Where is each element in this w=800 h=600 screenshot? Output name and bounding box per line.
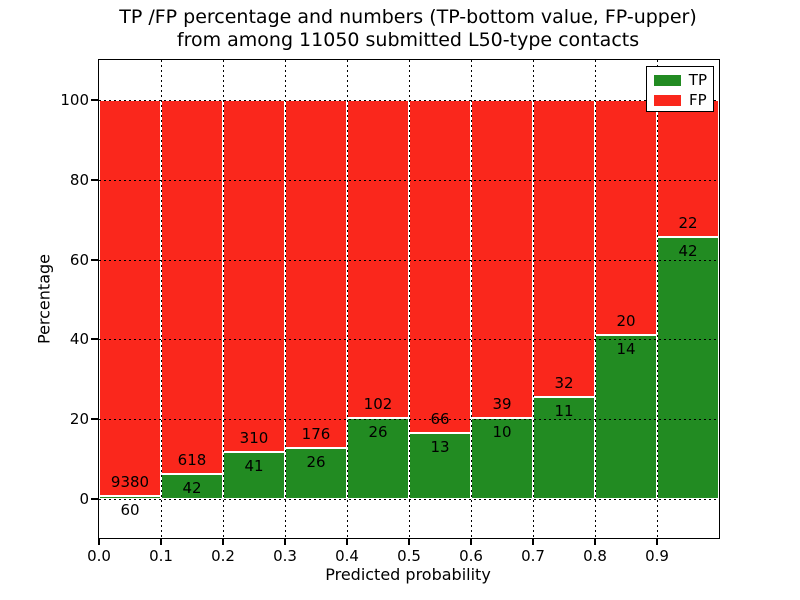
tp-count-label: 42	[678, 242, 698, 261]
bar-fp-segment	[161, 100, 223, 474]
bar-fp-segment	[409, 100, 471, 434]
chart-title-line2: from among 11050 submitted L50-type cont…	[176, 29, 640, 51]
x-tick-mark	[408, 538, 410, 545]
fp-count-label: 310	[239, 429, 269, 448]
y-tick-mark	[90, 178, 98, 181]
y-tick-label: 80	[69, 170, 89, 189]
tp-count-label: 10	[492, 422, 512, 441]
x-tick-label: 0.8	[583, 547, 607, 565]
y-tick-mark	[90, 258, 98, 261]
x-tick-mark	[346, 538, 348, 545]
y-tick-label: 100	[60, 91, 89, 109]
tp-count-label: 41	[244, 457, 264, 476]
x-gridline	[657, 60, 658, 538]
x-gridline	[161, 60, 162, 538]
x-tick-label: 0.0	[87, 547, 111, 565]
bar-fp-segment	[223, 100, 285, 453]
x-tick-mark	[160, 538, 162, 545]
fp-count-label: 176	[301, 424, 331, 443]
x-tick-label: 0.1	[149, 547, 173, 565]
x-gridline	[533, 60, 534, 538]
y-tick-mark	[90, 338, 98, 341]
fp-count-label: 32	[554, 373, 574, 392]
tp-count-label: 11	[554, 401, 574, 420]
bar-fp-segment	[533, 100, 595, 397]
fp-count-label: 66	[430, 410, 450, 429]
y-tick-mark	[90, 99, 98, 101]
fp-count-label: 102	[363, 394, 393, 413]
bar-tp-segment	[533, 396, 595, 499]
x-tick-mark	[594, 538, 596, 545]
bar-tp-segment	[409, 433, 471, 499]
x-tick-label: 0.6	[459, 547, 483, 565]
tp-count-label: 60	[120, 501, 140, 520]
x-tick-label: 0.7	[521, 547, 545, 565]
bar-fp-segment	[347, 100, 409, 418]
y-tick-mark	[90, 418, 98, 421]
x-gridline	[409, 60, 410, 538]
bar-fp-segment	[285, 100, 347, 448]
x-gridline	[347, 60, 348, 538]
x-tick-label: 0.2	[211, 547, 235, 565]
bar-tp-segment	[285, 447, 347, 499]
fp-count-label: 22	[678, 214, 698, 233]
fp-count-label: 618	[177, 450, 207, 469]
bar-fp-segment	[471, 100, 533, 418]
x-gridline	[285, 60, 286, 538]
legend-tp-swatch-icon	[654, 74, 681, 86]
plot-area: 9380 60 618 42 310 41 176 26 102 26 66 13 39 10 32 11 20…	[60, 59, 720, 565]
fp-count-label: 9380	[110, 473, 150, 492]
bar-fp-segment	[99, 100, 161, 497]
legend-fp-swatch-icon	[654, 94, 681, 106]
y-tick-label: 60	[69, 250, 89, 269]
x-gridline	[223, 60, 224, 538]
chart-title-line1: TP /FP percentage and numbers (TP-bottom…	[119, 6, 697, 28]
tp-count-label: 13	[430, 438, 450, 457]
x-tick-mark	[98, 538, 100, 545]
fp-count-label: 39	[492, 394, 512, 413]
bar-tp-segment	[161, 473, 223, 499]
x-tick-mark	[532, 538, 534, 545]
x-tick-mark	[656, 538, 658, 545]
x-tick-mark	[470, 538, 472, 545]
tp-count-label: 26	[306, 452, 326, 471]
x-axis-label: Predicted probability	[325, 565, 491, 584]
x-tick-label: 0.4	[335, 547, 359, 565]
legend-label-fp: FP	[689, 91, 707, 109]
x-tick-label: 0.9	[645, 547, 669, 565]
x-tick-label: 0.5	[397, 547, 421, 565]
legend-label-tp: TP	[688, 71, 707, 89]
legend-item-fp: FP	[654, 90, 707, 110]
x-tick-mark	[222, 538, 224, 545]
y-tick-label: 40	[69, 330, 89, 349]
tp-count-label: 26	[368, 422, 388, 441]
fp-count-label: 20	[616, 311, 636, 330]
x-gridline	[595, 60, 596, 538]
bar-tp-segment	[657, 237, 719, 499]
y-tick-label: 20	[69, 410, 89, 429]
bar-tp-segment	[471, 417, 533, 499]
tp-count-label: 42	[182, 478, 202, 497]
tp-count-label: 14	[616, 339, 636, 358]
x-tick-mark	[284, 538, 286, 545]
legend: TP FP	[646, 66, 714, 112]
y-tick-label: 0	[79, 490, 89, 508]
bar-fp-segment	[595, 100, 657, 335]
y-tick-mark	[90, 498, 98, 500]
bar-tp-segment	[99, 496, 161, 499]
legend-item-tp: TP	[654, 70, 707, 90]
x-gridline	[471, 60, 472, 538]
bar-tp-segment	[595, 334, 657, 499]
x-tick-label: 0.3	[273, 547, 297, 565]
